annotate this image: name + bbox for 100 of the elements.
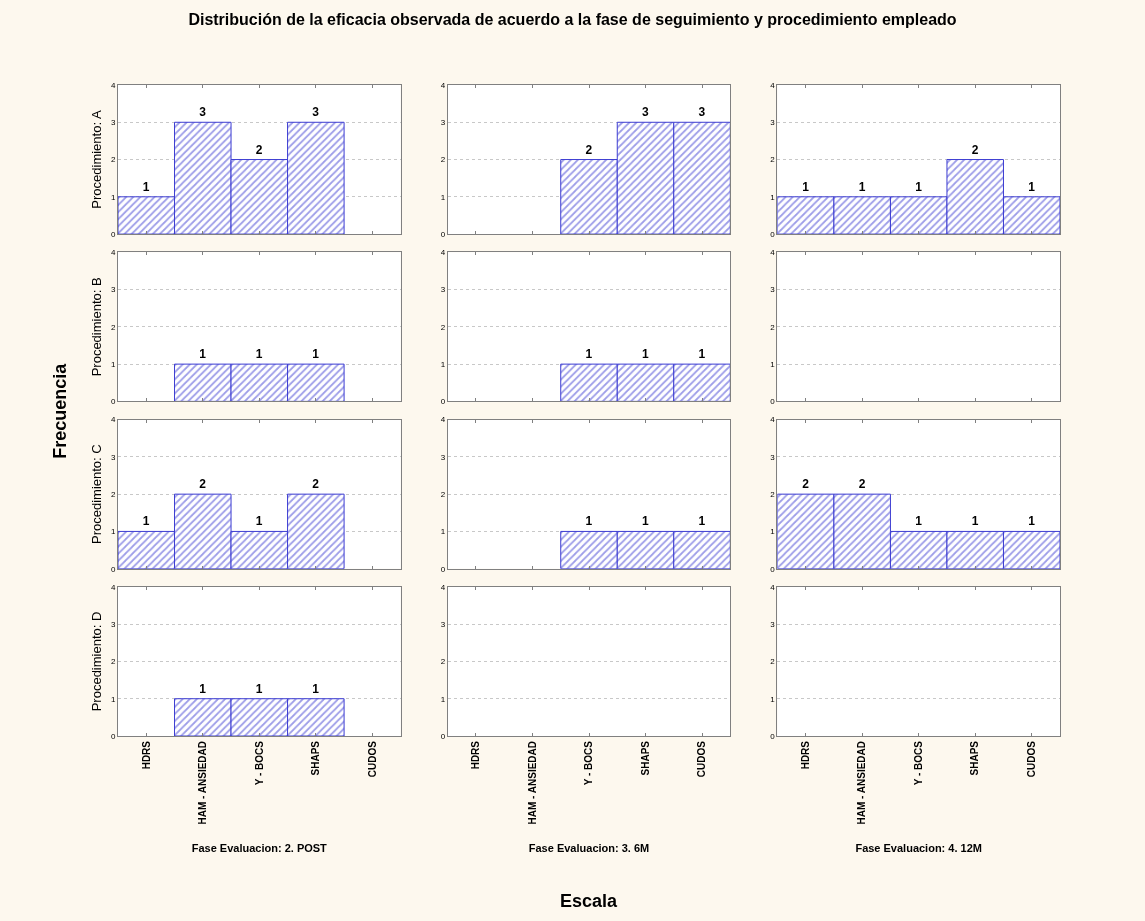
y-tick-label: 4: [440, 80, 446, 90]
data-label: 1: [199, 681, 207, 696]
y-tick-label: 4: [770, 248, 776, 258]
data-label: 1: [312, 347, 320, 362]
y-tick-label: 4: [110, 248, 116, 258]
y-tick-label: 4: [110, 415, 116, 425]
y-tick-label: 3: [110, 619, 116, 629]
y-tick-label: 3: [770, 619, 776, 629]
y-tick-label: 2: [110, 489, 116, 499]
data-label: 1: [142, 514, 150, 529]
x-tick-label: Y - BOCS: [253, 740, 265, 786]
y-tick-label: 1: [110, 527, 116, 537]
y-tick-label: 1: [770, 192, 776, 202]
y-tick-label: 0: [110, 564, 116, 574]
y-tick-label: 1: [440, 527, 446, 537]
y-tick-label: 2: [110, 155, 116, 165]
data-label: 1: [1028, 179, 1036, 194]
data-label: 3: [312, 105, 320, 120]
data-label: 1: [585, 347, 593, 362]
x-tick-label: CUDOS: [1025, 740, 1037, 778]
data-label: 3: [199, 105, 207, 120]
data-label: 1: [915, 514, 923, 529]
data-label: 1: [642, 347, 650, 362]
y-tick-label: 2: [440, 489, 446, 499]
data-label: 1: [858, 179, 866, 194]
y-axis-title: Procedimiento: A: [88, 110, 104, 209]
y-tick-label: 4: [110, 80, 116, 90]
data-label: 1: [199, 347, 207, 362]
y-tick-label: 2: [440, 657, 446, 667]
y-tick-label: 2: [770, 657, 776, 667]
data-label: 3: [642, 105, 650, 120]
y-tick-label: 0: [770, 397, 776, 407]
y-tick-label: 3: [770, 118, 776, 128]
x-tick-label: SHAPS: [310, 740, 322, 776]
y-tick-label: 3: [770, 285, 776, 295]
y-tick-label: 0: [770, 731, 776, 741]
y-tick-label: 0: [110, 731, 116, 741]
y-tick-label: 2: [770, 322, 776, 332]
y-tick-label: 1: [770, 359, 776, 369]
data-label: 1: [1028, 514, 1036, 529]
x-axis-title: Fase Evaluacion: 4. 12M: [855, 841, 982, 854]
y-tick-label: 3: [440, 285, 446, 295]
data-label: 1: [312, 681, 320, 696]
x-tick-label: HAM - ANSIEDAD: [197, 741, 209, 825]
y-tick-label: 1: [110, 694, 116, 704]
y-tick-label: 0: [110, 229, 116, 239]
y-tick-label: 4: [440, 248, 446, 258]
x-tick-label: HAM - ANSIEDAD: [526, 741, 538, 825]
x-tick-label: HAM - ANSIEDAD: [856, 741, 868, 825]
x-tick-label: CUDOS: [696, 740, 708, 778]
data-label: 2: [585, 142, 593, 157]
y-tick-label: 0: [770, 564, 776, 574]
x-tick-label: SHAPS: [969, 740, 981, 776]
x-tick-label: Y - BOCS: [912, 740, 924, 786]
data-label: 1: [698, 347, 706, 362]
y-tick-label: 2: [770, 489, 776, 499]
data-label: 1: [585, 514, 593, 529]
y-tick-label: 3: [110, 452, 116, 462]
y-tick-label: 2: [110, 322, 116, 332]
y-tick-label: 1: [110, 192, 116, 202]
data-label: 1: [915, 179, 923, 194]
y-tick-label: 1: [440, 694, 446, 704]
y-tick-label: 2: [110, 657, 116, 667]
data-label: 1: [971, 514, 979, 529]
data-label: 1: [642, 514, 650, 529]
data-label: 1: [698, 514, 706, 529]
data-label: 2: [199, 477, 207, 492]
text: Escala: [560, 891, 619, 911]
y-tick-label: 1: [770, 694, 776, 704]
data-label: 1: [142, 179, 150, 194]
y-tick-label: 0: [110, 397, 116, 407]
y-tick-label: 1: [440, 192, 446, 202]
data-label: 2: [858, 477, 866, 492]
data-label: 3: [698, 105, 706, 120]
y-tick-label: 2: [440, 322, 446, 332]
y-tick-label: 0: [440, 397, 446, 407]
y-tick-label: 4: [770, 582, 776, 592]
data-label: 2: [971, 142, 979, 157]
y-tick-label: 3: [770, 452, 776, 462]
y-tick-label: 3: [110, 118, 116, 128]
x-tick-label: SHAPS: [639, 740, 651, 776]
y-tick-label: 4: [770, 415, 776, 425]
data-label: 1: [255, 681, 263, 696]
x-tick-label: Y - BOCS: [583, 740, 595, 786]
text: Distribución de la eficacia observada de acuerdo a la fase de seguimiento y procedimiento empleado: [188, 11, 957, 29]
y-axis-title: Procedimiento: D: [88, 611, 104, 712]
x-tick-label: HDRS: [470, 740, 482, 770]
x-axis-title: Fase Evaluacion: 2. POST: [191, 841, 328, 854]
data-label: 2: [255, 142, 263, 157]
y-tick-label: 4: [440, 582, 446, 592]
y-tick-label: 0: [440, 564, 446, 574]
y-tick-label: 0: [770, 229, 776, 239]
y-tick-label: 2: [770, 155, 776, 165]
x-tick-label: HDRS: [140, 740, 152, 770]
y-axis-title: Procedimiento: C: [88, 444, 104, 545]
x-tick-label: CUDOS: [366, 740, 378, 778]
y-tick-label: 0: [440, 731, 446, 741]
y-tick-label: 1: [110, 359, 116, 369]
data-label: 1: [802, 179, 810, 194]
y-tick-label: 3: [110, 285, 116, 295]
